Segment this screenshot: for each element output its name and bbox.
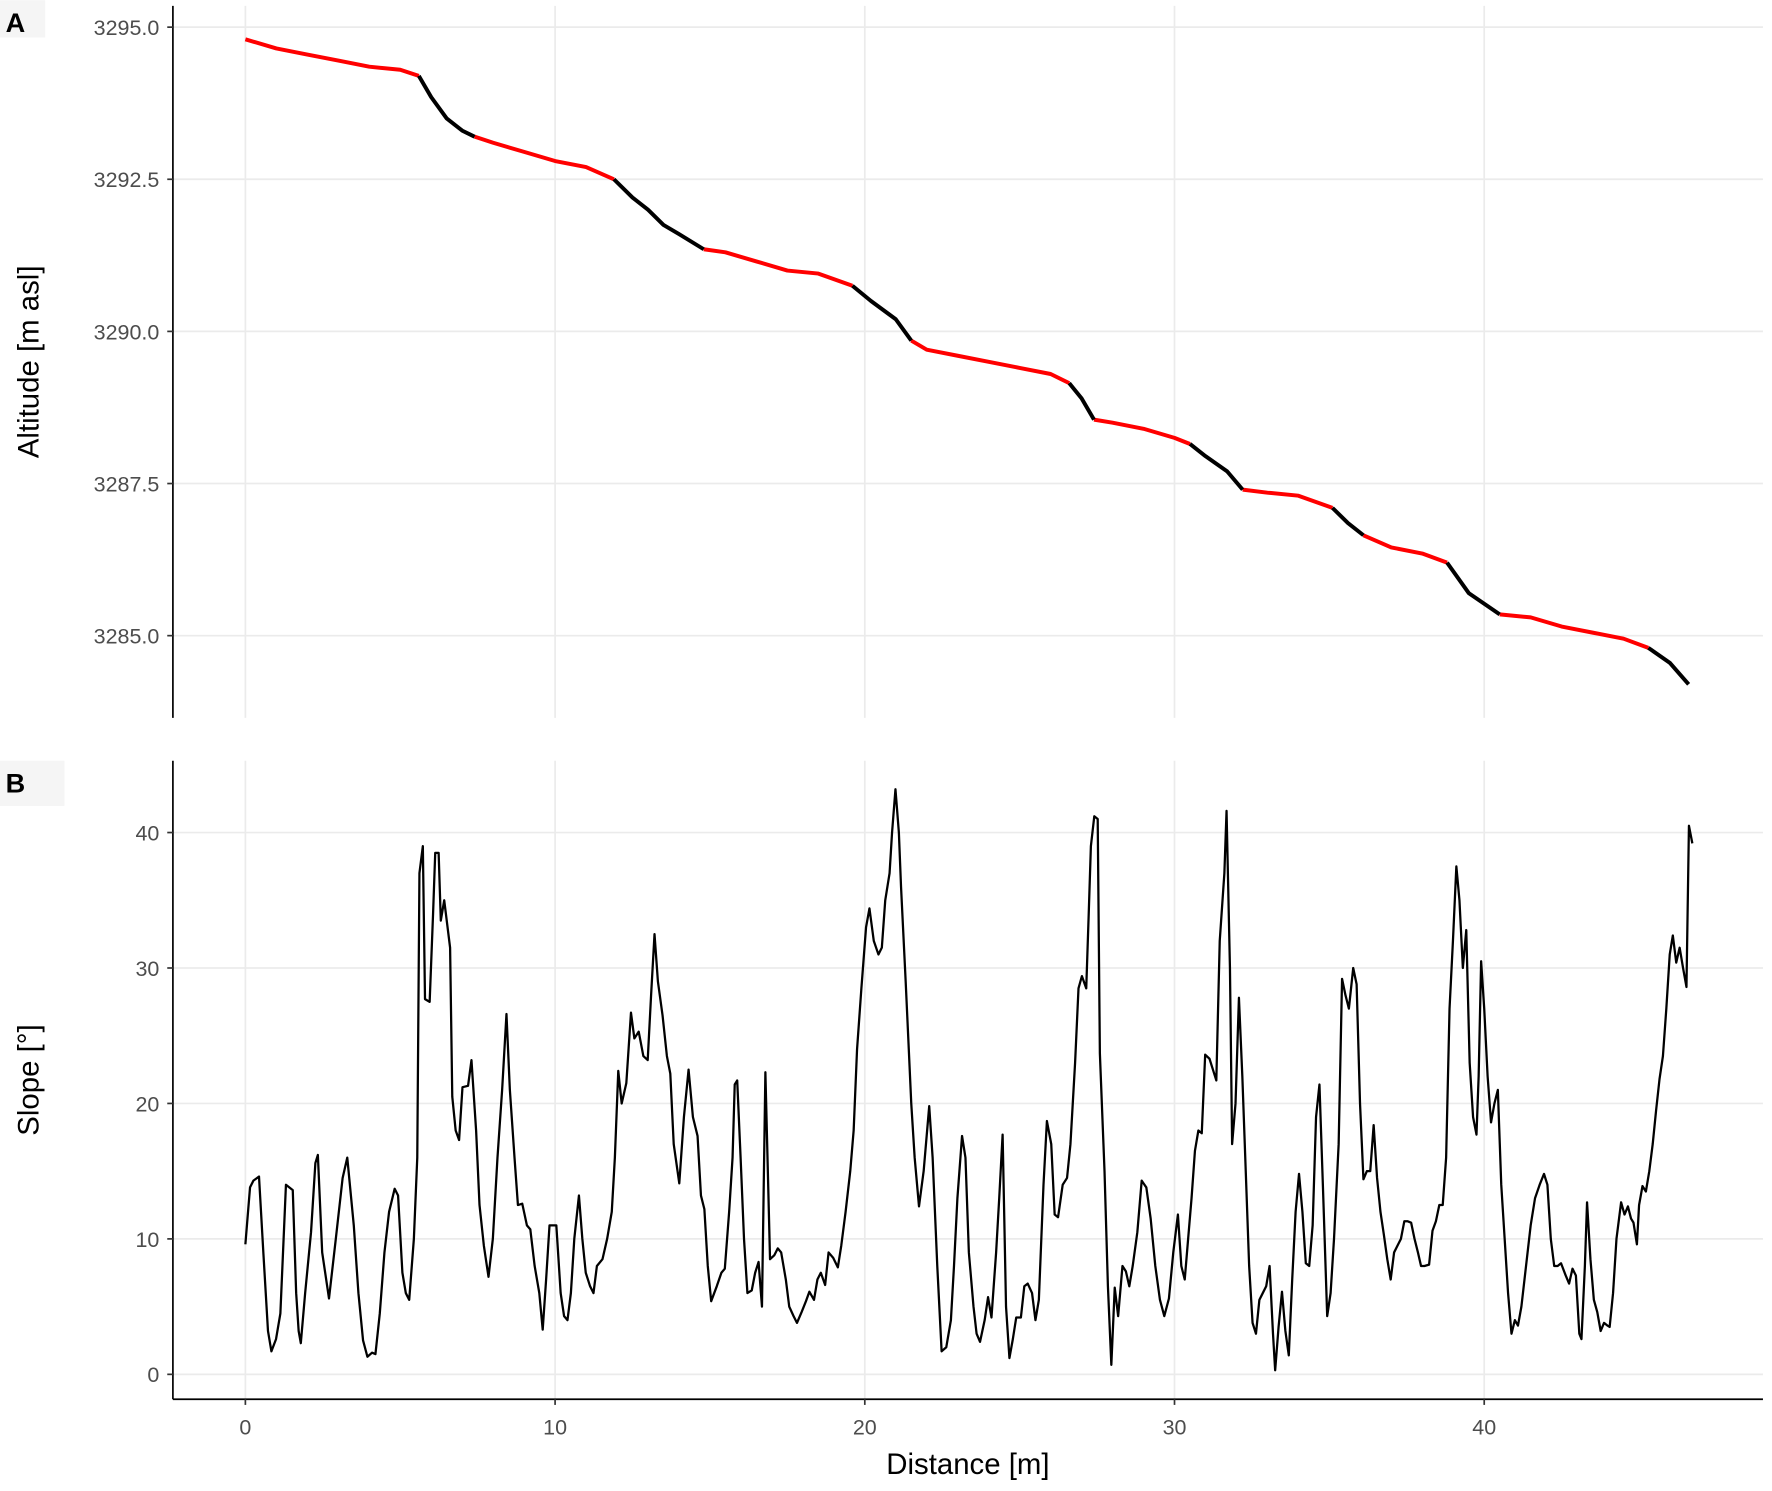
x-tick-label: 0	[239, 1415, 251, 1439]
y-axis-title: Altitude [m asl]	[12, 266, 45, 459]
y-tick-label: 3290.0	[94, 320, 160, 344]
y-tick-label: 40	[135, 821, 159, 845]
data-line	[244, 788, 1694, 1372]
y-tick-label: 10	[135, 1228, 159, 1252]
y-tick-label: 20	[135, 1092, 159, 1116]
x-tick-label: 40	[1472, 1415, 1496, 1439]
y-tick-label: 30	[135, 957, 159, 981]
panel-label: A	[6, 7, 26, 38]
panel-label-bg	[0, 0, 46, 38]
y-tick-label: 3295.0	[94, 16, 160, 40]
y-axis-title: Slope [°]	[12, 1024, 45, 1135]
y-tick-label: 3285.0	[94, 625, 160, 649]
data-line	[244, 37, 1650, 650]
y-tick-label: 3287.5	[94, 472, 160, 496]
x-axis-title: Distance [m]	[886, 1448, 1049, 1481]
x-tick-label: 30	[1163, 1415, 1187, 1439]
y-tick-label: 3292.5	[94, 168, 160, 192]
panel-label-bg	[0, 760, 65, 806]
data-line	[417, 74, 1691, 686]
x-tick-label: 10	[543, 1415, 567, 1439]
x-tick-label: 20	[853, 1415, 877, 1439]
panel-label: B	[6, 767, 26, 798]
y-tick-label: 0	[147, 1363, 159, 1387]
